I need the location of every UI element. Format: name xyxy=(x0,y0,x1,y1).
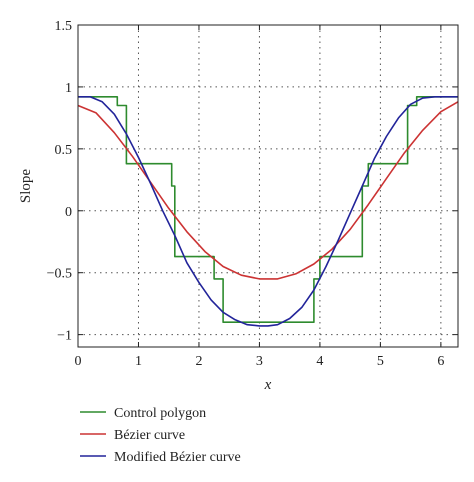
y-axis-label: Slope xyxy=(18,169,34,204)
y-tick-label: 0 xyxy=(65,205,72,220)
grid xyxy=(78,25,458,347)
y-tick-label: 1.5 xyxy=(55,19,73,34)
x-tick-label: 0 xyxy=(75,354,82,369)
series-line xyxy=(78,96,458,324)
y-tick-label: −1 xyxy=(57,329,72,344)
x-tick-label: 5 xyxy=(377,354,384,369)
y-tick-label: 0.5 xyxy=(55,143,73,158)
series-lines xyxy=(77,96,459,327)
legend-label: Bézier curve xyxy=(114,428,185,443)
y-tick-label: −0.5 xyxy=(47,267,72,282)
x-axis-label: x xyxy=(264,377,272,393)
legend-label: Modified Bézier curve xyxy=(114,450,241,465)
plot-frame xyxy=(77,24,459,348)
x-tick-label: 6 xyxy=(437,354,444,369)
x-tick-label: 3 xyxy=(256,354,263,369)
legend: Control polygon Bézier curve Modified Bézi… xyxy=(80,406,241,465)
x-tick-label: 2 xyxy=(195,354,202,369)
series-line xyxy=(78,96,458,327)
legend-label: Control polygon xyxy=(114,406,206,421)
series-line xyxy=(77,101,459,280)
axis-ticks: 0 1 2 3 4 5 6 −1 −0.5 0 0.5 1 1.5 xyxy=(47,19,458,369)
x-tick-label: 4 xyxy=(316,354,323,369)
y-tick-label: 1 xyxy=(65,81,72,96)
x-tick-label: 1 xyxy=(135,354,142,369)
